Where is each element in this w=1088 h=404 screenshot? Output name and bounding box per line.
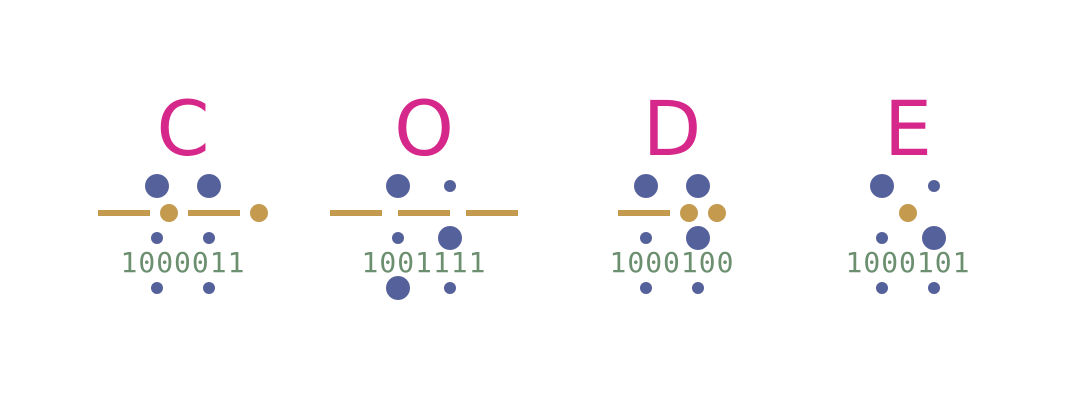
gold-dash: [618, 210, 670, 216]
letter-group-o: O 1001111: [330, 84, 518, 300]
gold-dash: [98, 210, 150, 216]
gold-dash: [188, 210, 240, 216]
gold-dash: [398, 210, 450, 216]
gold-dot: [899, 204, 917, 222]
letter-groups: C 1000011 O 1001111 D 1000100 E 1000101: [98, 84, 970, 300]
letter-label: E: [884, 84, 932, 173]
lower-row-big-dot: [386, 276, 410, 300]
top-row-small-dot: [444, 180, 456, 192]
letter-group-c: C 1000011: [98, 84, 268, 294]
lower-row-small-dot: [203, 282, 215, 294]
lower-row-small-dot: [876, 282, 888, 294]
letter-group-e: E 1000101: [845, 84, 970, 294]
upper-row-small-dot: [876, 232, 888, 244]
lower-row-small-dot: [151, 282, 163, 294]
upper-row-big-dot: [438, 226, 462, 250]
gold-dot: [160, 204, 178, 222]
top-row-big-dot: [686, 174, 710, 198]
letter-label: O: [394, 84, 454, 173]
gold-dot: [680, 204, 698, 222]
binary-code: 1000100: [609, 246, 734, 279]
letter-label: D: [643, 84, 702, 173]
top-row-big-dot: [145, 174, 169, 198]
upper-row-big-dot: [922, 226, 946, 250]
upper-row-small-dot: [392, 232, 404, 244]
upper-row-small-dot: [203, 232, 215, 244]
binary-code: 1000101: [845, 246, 970, 279]
letter-label: C: [156, 84, 209, 173]
gold-dash: [466, 210, 518, 216]
top-row-big-dot: [197, 174, 221, 198]
lower-row-small-dot: [640, 282, 652, 294]
top-row-small-dot: [928, 180, 940, 192]
top-row-big-dot: [870, 174, 894, 198]
upper-row-small-dot: [640, 232, 652, 244]
top-row-big-dot: [386, 174, 410, 198]
upper-row-small-dot: [151, 232, 163, 244]
letter-group-d: D 1000100: [609, 84, 734, 294]
gold-dot: [708, 204, 726, 222]
gold-dot: [250, 204, 268, 222]
top-row-big-dot: [634, 174, 658, 198]
binary-code: 1001111: [361, 246, 486, 279]
binary-code: 1000011: [120, 246, 245, 279]
gold-dash: [330, 210, 382, 216]
lower-row-small-dot: [928, 282, 940, 294]
lower-row-small-dot: [444, 282, 456, 294]
upper-row-big-dot: [686, 226, 710, 250]
lower-row-small-dot: [692, 282, 704, 294]
